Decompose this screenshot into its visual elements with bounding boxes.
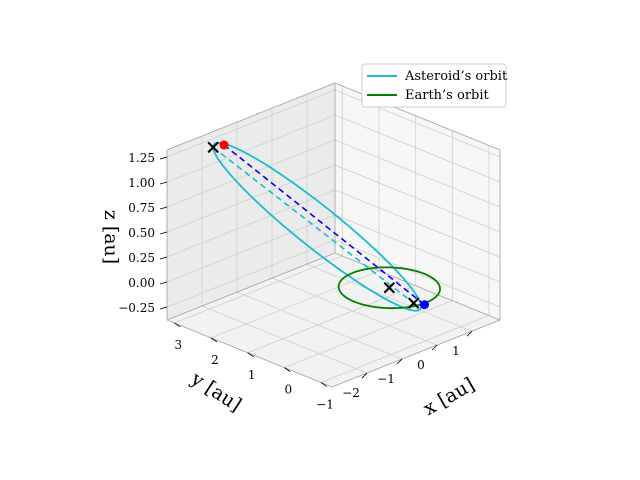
dot-marker-3: [219, 140, 229, 150]
y-tick-label-4: 3: [174, 338, 182, 352]
box-edge-3: [166, 82, 336, 151]
z-tick-label-2: 0.25: [128, 251, 155, 265]
grid-z-side-3: [334, 164, 501, 233]
z-tick-mark-0: [159, 306, 168, 310]
axes-ticks: −2 −1 0 1 −1 0 1 2 3 −0.25 0.00 0.25 0.50 0.75 1.00 1.2…: [118, 151, 473, 412]
dot-marker-4: [420, 300, 429, 310]
grid-z-back-5: [166, 114, 336, 183]
z-tick-label-4: 0.75: [128, 201, 155, 215]
grid-z-side-2: [334, 189, 501, 258]
grid-z-side-1: [334, 214, 501, 283]
grid-z-back-6: [166, 89, 336, 158]
x-marker-1: [383, 282, 396, 294]
y-tick-mark-1: [284, 367, 291, 372]
box-edge-8: [334, 252, 501, 321]
z-tick-mark-6: [159, 156, 168, 160]
x-axis-label: x [au]: [420, 373, 479, 420]
x-marker-stroke-b: [407, 297, 420, 309]
grid-x-floor-0: [201, 305, 368, 374]
x-tick-label-1: −1: [377, 372, 395, 386]
grid-z-side-0: [334, 239, 501, 308]
grid-z-back-2: [166, 189, 336, 258]
y-axis-label: y [au]: [186, 367, 245, 416]
grid-x-floor-2: [271, 277, 438, 346]
grid-y-floor-2: [247, 285, 416, 354]
z-tick-label-5: 1.00: [128, 176, 155, 190]
x-marker-0: [207, 141, 219, 154]
z-tick-mark-2: [159, 256, 168, 260]
x-tick-mark-3: [466, 330, 473, 337]
x-tick-mark-2: [431, 344, 438, 351]
y-tick-mark-3: [210, 337, 218, 343]
axes-grid: [166, 86, 501, 383]
y-tick-label-0: −1: [316, 398, 334, 412]
z-tick-label-3: 0.50: [128, 226, 155, 240]
legend-label-asteroid: Asteroid’s orbit: [404, 69, 508, 84]
grid-z-side-5: [334, 114, 501, 183]
dashed-line-1: [223, 144, 425, 306]
x-tick-label-0: −2: [342, 386, 360, 400]
y-tick-mark-0: [320, 382, 328, 387]
legend-label-earth: Earth’s orbit: [405, 88, 490, 103]
z-axis-label: z [au]: [100, 210, 122, 264]
z-tick-mark-3: [159, 231, 168, 235]
grid-y-floor-3: [210, 270, 380, 339]
x-marker-2: [407, 297, 420, 309]
y-tick-mark-4: [174, 322, 181, 328]
orbit-markers: [207, 140, 429, 310]
side-pane: [335, 83, 500, 320]
grid-z-back-3: [166, 164, 336, 233]
x-tick-label-3: 1: [452, 344, 460, 358]
z-tick-label-0: −0.25: [118, 301, 155, 315]
x-tick-mark-0: [361, 372, 368, 379]
legend-frame: [361, 63, 507, 108]
z-tick-label-6: 1.25: [128, 151, 155, 165]
grid-y-floor-4: [174, 255, 343, 324]
box-edge-6: [166, 252, 336, 321]
grid-z-back-0: [166, 239, 336, 308]
x-marker-stroke-b: [383, 282, 396, 294]
dashed-line-0: [212, 146, 415, 304]
grid-y-floor-0: [320, 315, 490, 383]
y-tick-label-1: 0: [284, 383, 292, 397]
legend: Asteroid’s orbit Earth’s orbit: [361, 63, 508, 108]
series-line-1: [337, 266, 441, 310]
grid-y-floor-1: [284, 300, 453, 368]
grid-x-floor-3: [306, 263, 473, 332]
y-tick-label-2: 1: [248, 368, 256, 382]
grid-z-side-4: [334, 139, 501, 208]
x-tick-label-2: 0: [417, 358, 425, 372]
x-tick-mark-1: [396, 358, 403, 365]
z-tick-mark-1: [159, 281, 168, 285]
grid-x-floor-1: [236, 291, 403, 360]
y-tick-label-3: 2: [211, 353, 219, 367]
grid-z-back-1: [166, 214, 336, 283]
grid-z-back-4: [166, 139, 336, 208]
z-tick-mark-4: [159, 206, 168, 210]
z-tick-mark-5: [159, 181, 168, 185]
y-tick-mark-2: [247, 352, 254, 358]
x-marker-stroke-b: [207, 141, 219, 154]
z-tick-label-1: 0.00: [128, 276, 155, 290]
